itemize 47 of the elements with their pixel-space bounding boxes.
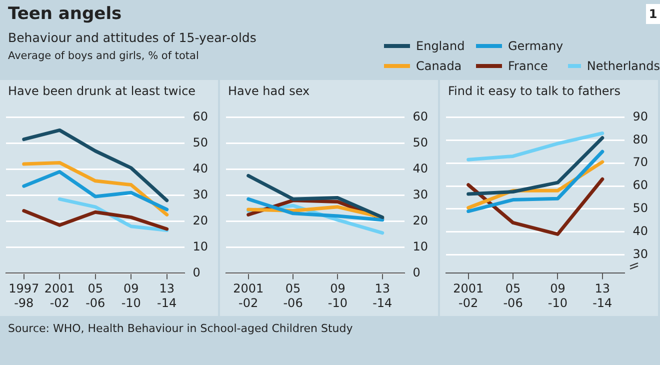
x-tick-label: 13-14 xyxy=(372,282,392,310)
text: Behaviour and attitudes of 15-year-olds xyxy=(8,30,256,45)
y-tick-label: 60 xyxy=(412,109,428,124)
y-tick-label: 20 xyxy=(192,213,208,228)
text: Average of boys and girls, % of total xyxy=(8,50,199,62)
chart-title: Have been drunk at least twice xyxy=(8,84,196,98)
y-tick-label: 80 xyxy=(632,132,648,146)
y-tick-label: 60 xyxy=(192,109,208,124)
legend-label: France xyxy=(508,59,548,73)
x-tick-label: 2001-02 xyxy=(44,282,75,310)
x-tick-label: 05-06 xyxy=(283,282,303,310)
chart-title: Find it easy to talk to fathers xyxy=(448,84,620,98)
chart-title: Have had sex xyxy=(228,84,310,98)
x-tick-label: 2001-02 xyxy=(233,282,264,310)
legend-label: Germany xyxy=(508,39,564,53)
y-tick-label: 0 xyxy=(192,265,200,280)
legend-label: Canada xyxy=(416,59,462,73)
y-tick-label: 30 xyxy=(632,246,648,261)
text: Teen angels xyxy=(8,4,122,24)
x-tick-label: 05-06 xyxy=(86,282,106,310)
legend-label: England xyxy=(416,39,465,53)
y-tick-label: 0 xyxy=(412,265,420,280)
x-tick-label: 09-10 xyxy=(121,282,141,310)
legend-label: Netherlands xyxy=(586,59,660,73)
y-tick-label: 90 xyxy=(632,109,648,124)
y-tick-label: 50 xyxy=(192,135,208,150)
y-tick-label: 10 xyxy=(412,239,428,254)
y-tick-label: 50 xyxy=(412,135,428,150)
y-tick-label: 20 xyxy=(412,213,428,228)
y-tick-label: 30 xyxy=(412,187,428,202)
y-tick-label: 30 xyxy=(192,187,208,202)
source-note: Source: WHO, Health Behaviour in School-aged Children Study xyxy=(8,322,353,335)
text: 1 xyxy=(646,4,660,24)
x-tick-label: 05-06 xyxy=(503,282,523,310)
x-tick-label: 09-10 xyxy=(328,282,348,310)
y-tick-label: 40 xyxy=(632,224,648,238)
x-tick-label: 09-10 xyxy=(548,282,568,310)
x-tick-label: 1997-98 xyxy=(8,282,40,310)
y-tick-label: 70 xyxy=(632,155,648,170)
x-tick-label: 13-14 xyxy=(592,282,612,310)
y-tick-label: 40 xyxy=(412,161,428,176)
y-tick-label: 40 xyxy=(192,161,208,176)
x-tick-label: 13-14 xyxy=(157,282,177,310)
y-tick-label: 10 xyxy=(192,239,208,254)
y-tick-label: 60 xyxy=(632,178,648,192)
y-tick-label: 50 xyxy=(632,201,648,216)
x-tick-label: 2001-02 xyxy=(453,282,484,310)
